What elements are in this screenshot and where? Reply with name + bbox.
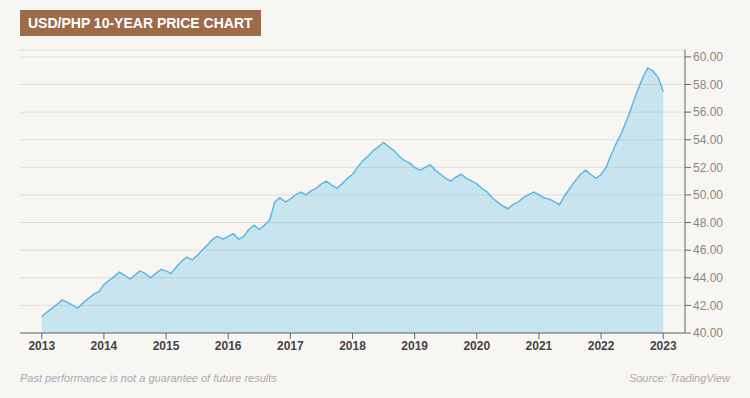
svg-text:2018: 2018: [339, 339, 366, 353]
svg-text:46.00: 46.00: [693, 243, 723, 257]
svg-text:2015: 2015: [153, 339, 180, 353]
svg-text:58.00: 58.00: [693, 78, 723, 92]
svg-text:2021: 2021: [526, 339, 553, 353]
svg-text:2013: 2013: [28, 339, 55, 353]
html-text:Source: TradingView: Source: TradingView: [628, 372, 730, 384]
svg-text:2022: 2022: [588, 339, 615, 353]
svg-text:60.00: 60.00: [693, 50, 723, 64]
svg-text:52.00: 52.00: [693, 161, 723, 175]
html-text:USD/PHP 10-YEAR PRICE CHART: USD/PHP 10-YEAR PRICE CHART: [28, 15, 253, 31]
svg-text:42.00: 42.00: [693, 299, 723, 313]
svg-text:2014: 2014: [91, 339, 118, 353]
svg-text:40.00: 40.00: [693, 326, 723, 340]
html-text:Past performance is not a guar: Past performance is not a guarantee of f…: [20, 372, 277, 384]
svg-text:48.00: 48.00: [693, 216, 723, 230]
svg-text:50.00: 50.00: [693, 188, 723, 202]
svg-text:2017: 2017: [277, 339, 304, 353]
svg-text:2016: 2016: [215, 339, 242, 353]
svg-text:44.00: 44.00: [693, 271, 723, 285]
svg-text:56.00: 56.00: [693, 105, 723, 119]
svg-text:2019: 2019: [401, 339, 428, 353]
svg-text:54.00: 54.00: [693, 133, 723, 147]
svg-text:2023: 2023: [650, 339, 677, 353]
svg-text:2020: 2020: [463, 339, 490, 353]
